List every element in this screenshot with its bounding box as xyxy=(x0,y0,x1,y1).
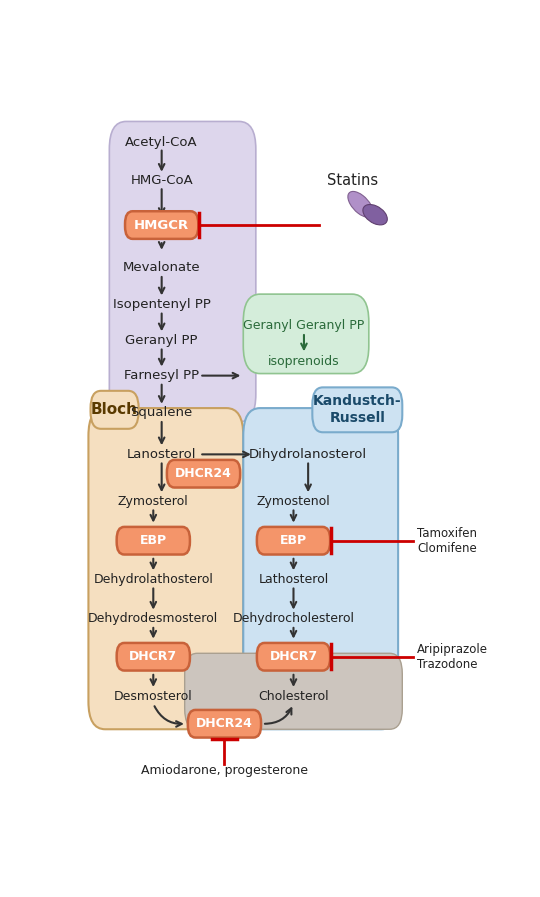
Text: Isopentenyl PP: Isopentenyl PP xyxy=(113,298,211,311)
FancyBboxPatch shape xyxy=(109,121,256,422)
FancyBboxPatch shape xyxy=(188,710,261,737)
Text: HMG-CoA: HMG-CoA xyxy=(130,174,193,187)
Text: Dehydrolathosterol: Dehydrolathosterol xyxy=(93,573,213,586)
FancyBboxPatch shape xyxy=(257,527,330,554)
Text: EBP: EBP xyxy=(280,535,307,547)
Text: Desmosterol: Desmosterol xyxy=(114,690,193,702)
FancyBboxPatch shape xyxy=(243,294,369,373)
Text: Geranyl PP: Geranyl PP xyxy=(125,334,198,347)
FancyBboxPatch shape xyxy=(167,460,240,488)
Text: DHCR24: DHCR24 xyxy=(175,467,232,480)
FancyBboxPatch shape xyxy=(243,408,398,729)
Text: DHCR7: DHCR7 xyxy=(129,650,177,663)
Text: Dehydrocholesterol: Dehydrocholesterol xyxy=(233,613,354,625)
Ellipse shape xyxy=(363,205,387,225)
Text: Squalene: Squalene xyxy=(131,406,193,420)
FancyBboxPatch shape xyxy=(117,643,190,671)
Text: Lathosterol: Lathosterol xyxy=(258,573,329,586)
Text: DHCR24: DHCR24 xyxy=(196,718,253,730)
FancyBboxPatch shape xyxy=(312,388,402,432)
Text: Aripiprazole
Trazodone: Aripiprazole Trazodone xyxy=(417,643,488,671)
FancyBboxPatch shape xyxy=(125,212,198,239)
FancyBboxPatch shape xyxy=(185,653,402,729)
Text: Dehydrodesmosterol: Dehydrodesmosterol xyxy=(88,613,218,625)
Text: Dihydrolanosterol: Dihydrolanosterol xyxy=(249,448,367,461)
Text: Tamoxifen
Clomifene: Tamoxifen Clomifene xyxy=(417,527,477,554)
Text: Amiodarone, progesterone: Amiodarone, progesterone xyxy=(141,764,308,777)
Text: Zymosterol: Zymosterol xyxy=(118,495,188,508)
Text: Cholesterol: Cholesterol xyxy=(258,690,329,702)
Text: isoprenoids: isoprenoids xyxy=(268,354,340,368)
Text: Zymostenol: Zymostenol xyxy=(256,495,330,508)
FancyBboxPatch shape xyxy=(117,527,190,554)
Text: EBP: EBP xyxy=(140,535,167,547)
Text: Kandustch-
Russell: Kandustch- Russell xyxy=(313,394,402,425)
FancyBboxPatch shape xyxy=(91,391,139,429)
Text: Farnesyl PP: Farnesyl PP xyxy=(124,370,199,382)
Text: DHCR7: DHCR7 xyxy=(269,650,318,663)
Text: Geranyl Geranyl PP: Geranyl Geranyl PP xyxy=(244,318,365,332)
Text: Acetyl-CoA: Acetyl-CoA xyxy=(125,135,198,149)
Text: Bloch: Bloch xyxy=(91,403,138,417)
Ellipse shape xyxy=(348,191,373,217)
Text: Mevalonate: Mevalonate xyxy=(123,261,200,274)
Text: HMGCR: HMGCR xyxy=(134,219,189,231)
FancyBboxPatch shape xyxy=(89,408,243,729)
FancyBboxPatch shape xyxy=(257,643,330,671)
Text: Lanosterol: Lanosterol xyxy=(127,448,197,461)
Text: Statins: Statins xyxy=(327,172,377,187)
